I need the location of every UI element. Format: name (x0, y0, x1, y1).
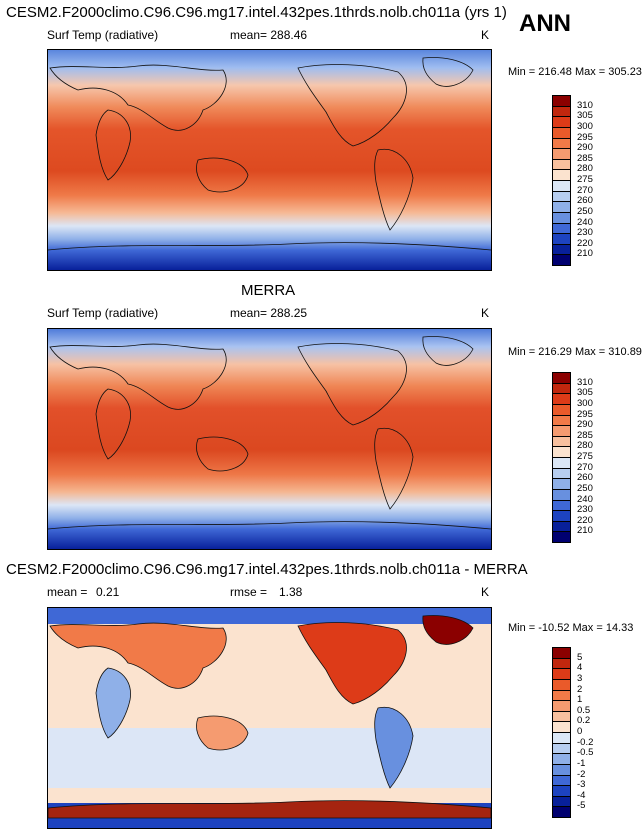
panel-3-units: K (481, 585, 490, 599)
panel-3-minmax: Min = -10.52 Max = 14.33 (508, 622, 634, 634)
colorbar-label: 275 (577, 174, 593, 185)
panel-1-title: CESM2.F2000climo.C96.C96.mg17.intel.432p… (6, 4, 507, 21)
colorbar-label: 290 (577, 142, 593, 154)
panel-3-colorbar: 5 4 3 2 1 0.5 0.2 0 -0.2 -0.5 -1 -2 -3 -4 -5 (552, 647, 612, 818)
colorbar-label: 300 (577, 397, 593, 409)
colorbar-label: -2 (577, 768, 586, 780)
panel-1-variable: Surf Temp (radiative) (47, 28, 159, 42)
colorbar-label: 270 (577, 184, 593, 196)
panel-2-units: K (481, 306, 490, 320)
panel-2-minmax: Min = 216.29 Max = 310.89 (508, 346, 642, 358)
season-label: ANN (519, 10, 571, 37)
panel-3-mean-label: mean = (47, 585, 88, 599)
colorbar-label: 270 (577, 461, 593, 473)
colorbar-label: -1 (577, 757, 586, 769)
colorbar-label: 1 (577, 694, 583, 706)
panel-1-map (47, 49, 492, 271)
colorbar-label: 240 (577, 216, 593, 228)
colorbar-label: 280 (577, 163, 593, 175)
colorbar-label: 0 (577, 726, 583, 737)
panel-1-map-svg (48, 50, 491, 270)
colorbar-label: 0.2 (577, 715, 591, 727)
colorbar-label: 295 (577, 131, 593, 143)
colorbar-label: -3 (577, 779, 586, 791)
colorbar-label: 305 (577, 387, 593, 399)
colorbar-label: -4 (577, 789, 586, 801)
colorbar-label: 260 (577, 195, 593, 207)
colorbar-swatch (552, 806, 571, 818)
panel-2-map-svg (48, 329, 491, 549)
colorbar-label: 285 (577, 429, 593, 441)
colorbar-label: 240 (577, 493, 593, 505)
colorbar-label: 310 (577, 99, 593, 111)
panel-1-colorbar: 310 305 300 295 290 285 280 275 270 260 250 240 230 2… (552, 95, 612, 266)
panel-1-mean: mean= 288.46 (230, 28, 308, 42)
colorbar-label: 220 (577, 237, 593, 249)
colorbar-label: 210 (577, 525, 593, 537)
colorbar-label: 220 (577, 514, 593, 526)
colorbar-label: 300 (577, 120, 593, 132)
colorbar-swatch (552, 531, 571, 543)
colorbar-label: 280 (577, 440, 593, 452)
colorbar-label: 210 (577, 248, 593, 260)
panel-2-colorbar: 310 305 300 295 290 285 280 275 270 260 250 240 230 2… (552, 372, 612, 543)
colorbar-label: 260 (577, 472, 593, 484)
panel-3-rmse-value: 1.38 (279, 585, 303, 599)
panel-2-mean: mean= 288.25 (230, 306, 308, 320)
panel-2-map (47, 328, 492, 550)
colorbar-label: 0.5 (577, 704, 591, 716)
colorbar-label: 3 (577, 672, 583, 684)
colorbar-label: 230 (577, 504, 593, 516)
colorbar-label: 250 (577, 482, 593, 494)
panel-3-map-svg (48, 608, 491, 828)
panel-2-variable: Surf Temp (radiative) (47, 306, 159, 320)
panel-3-map (47, 607, 492, 829)
colorbar-label: 4 (577, 662, 583, 674)
colorbar-label: 2 (577, 683, 583, 695)
colorbar-label: -0.2 (577, 736, 594, 748)
colorbar-label: -5 (577, 800, 586, 812)
panel-1-minmax: Min = 216.48 Max = 305.23 (508, 66, 642, 78)
colorbar-label: -0.5 (577, 747, 594, 759)
colorbar-label: 295 (577, 408, 593, 420)
colorbar-label: 275 (577, 451, 593, 462)
colorbar-label: 250 (577, 205, 593, 217)
panel-3-mean-value: 0.21 (96, 585, 120, 599)
colorbar-label: 285 (577, 152, 593, 164)
colorbar-label: 5 (577, 651, 583, 663)
colorbar-label: 290 (577, 419, 593, 431)
panel-1-units: K (481, 28, 490, 42)
colorbar-swatch (552, 254, 571, 266)
colorbar-label: 230 (577, 227, 593, 239)
panel-2-title: MERRA (241, 282, 296, 299)
colorbar-label: 305 (577, 110, 593, 122)
colorbar-label: 310 (577, 376, 593, 388)
panel-3-title: CESM2.F2000climo.C96.C96.mg17.intel.432p… (6, 561, 528, 578)
panel-3-rmse-label: rmse = (230, 585, 268, 599)
